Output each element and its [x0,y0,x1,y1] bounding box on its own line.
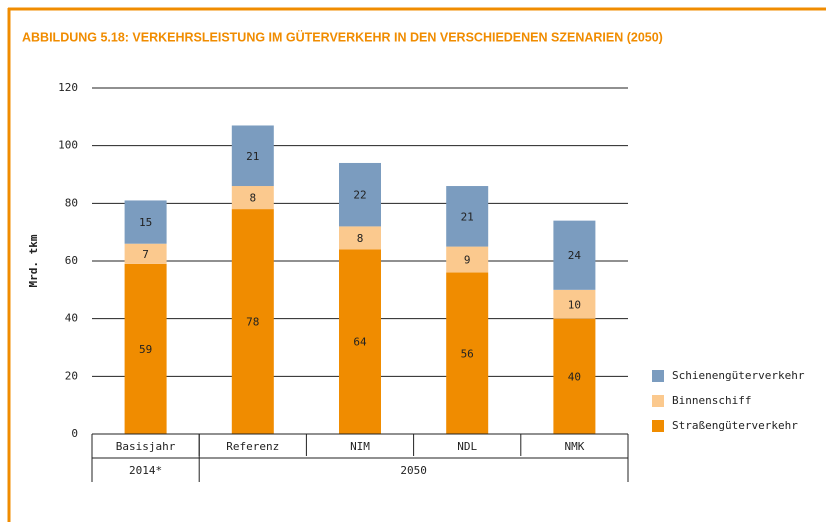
bar-segment [231,125,274,187]
y-tick-label: 100 [58,139,78,152]
group-label: 2014* [129,464,162,477]
data-label: 40 [568,370,581,383]
data-label: 24 [568,249,582,262]
data-label: 8 [357,232,364,245]
bar-segment [446,186,489,247]
y-axis-label: Mrd. tkm [27,234,40,287]
bar-segment [231,209,274,434]
legend-swatch [652,370,664,382]
data-label: 78 [246,316,259,329]
y-tick-label: 60 [65,254,78,267]
legend-swatch [652,420,664,432]
y-tick-label: 80 [65,196,78,209]
legend-label: Binnenschiff [672,394,751,407]
bar-segment [124,243,167,264]
bar-segment [553,289,596,319]
y-tick-label: 40 [65,312,78,325]
data-label: 21 [461,210,474,223]
x-tick-label: Referenz [226,440,279,453]
x-tick-label: NMK [564,440,584,453]
bar-segment [339,162,381,227]
data-label: 56 [461,347,474,360]
legend-swatch [652,395,664,407]
bar-segment [553,318,596,434]
data-label: 9 [464,254,471,267]
data-label: 59 [139,343,152,356]
data-label: 10 [568,298,581,311]
y-tick-label: 20 [65,369,78,382]
data-label: 21 [246,150,259,163]
data-label: 22 [353,189,366,202]
x-tick-label: NIM [350,440,370,453]
group-label: 2050 [400,464,427,477]
bar-segment [231,186,274,210]
legend-label: Straßengüterverkehr [672,419,798,432]
bar-segment [339,249,381,434]
bar-segment [446,272,489,434]
data-label: 64 [353,336,367,349]
bar-segment [124,200,167,244]
data-label: 7 [142,248,149,261]
y-tick-label: 0 [71,427,78,440]
data-label: 8 [249,192,256,205]
bar-segment [339,226,381,250]
bar-segment [446,246,489,273]
bar-segment [553,220,596,290]
x-tick-label: NDL [457,440,477,453]
chart-title: ABBILDUNG 5.18: VERKEHRSLEISTUNG IM GÜTE… [22,29,663,44]
y-tick-label: 120 [58,81,78,94]
data-label: 15 [139,216,152,229]
legend-label: Schienengüterverkehr [672,369,805,382]
bar-segment [124,263,167,434]
x-tick-label: Basisjahr [116,440,176,453]
